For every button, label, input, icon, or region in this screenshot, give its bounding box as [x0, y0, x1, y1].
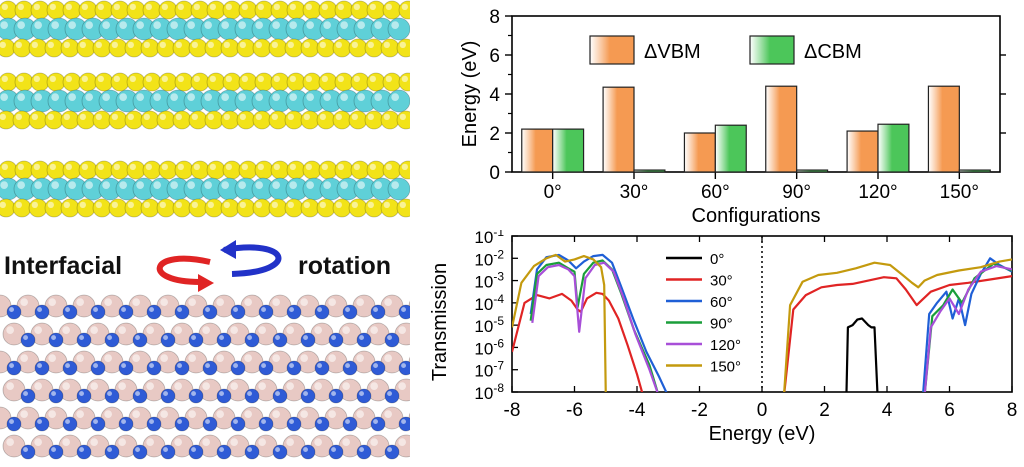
- line-axes: 10-110-210-310-410-510-610-710-8-8 -6 -4 -2…: [429, 230, 1017, 445]
- bar-cbm-4: [877, 123, 910, 173]
- bar-xtick-label: 30°: [620, 182, 649, 203]
- line-ytick-label: 10-7: [474, 359, 504, 381]
- bar-xtick-label: 0°: [544, 182, 562, 203]
- bar-xtick-label: 150°: [940, 182, 979, 203]
- bar-vbm-1: [602, 86, 635, 173]
- line-x-axis-label: Energy (eV): [709, 423, 816, 445]
- bar-vbm-4: [846, 130, 879, 173]
- line-marks: [512, 253, 1012, 392]
- line-ytick-label: 10-6: [474, 336, 504, 358]
- mos2-layer-2: [0, 72, 418, 130]
- line-xtick-label: 2: [819, 400, 830, 421]
- bar-xtick-label: 90°: [782, 182, 811, 203]
- series-line-4: [531, 261, 1012, 392]
- legend-label-0: 0°: [710, 251, 724, 268]
- bar-ytick-label: 4: [489, 85, 500, 106]
- bar-axes: 0 2 4 6 8 0° 30° 60° 90° 120° 150° Configurations En…: [459, 7, 1006, 227]
- bar-marks: [521, 85, 991, 173]
- rotation-arrows: [156, 240, 282, 292]
- line-xtick-label: -6: [566, 400, 583, 421]
- mos2-layer-3: [0, 160, 418, 218]
- line-ytick-label: 10-4: [474, 292, 504, 314]
- legend-label-5: 150°: [710, 359, 741, 376]
- bar-xtick-label: 120°: [858, 182, 897, 203]
- line-ytick-label: 10-8: [474, 381, 504, 403]
- legend-label-0: ΔVBM: [644, 41, 701, 63]
- bar-y-axis-label: Energy (eV): [459, 41, 481, 148]
- bar-vbm-0: [521, 128, 554, 173]
- legend-label-2: 60°: [710, 294, 733, 311]
- line-xtick-label: 0: [757, 400, 768, 421]
- bar-legend: ΔVBM ΔCBM: [589, 35, 862, 65]
- legend-label-1: ΔCBM: [804, 41, 862, 63]
- bar-ytick-label: 2: [489, 124, 500, 145]
- bar-cbm-2: [714, 124, 747, 173]
- caption-rotation: rotation: [298, 252, 392, 280]
- transmission-line-chart: 10-110-210-310-410-510-610-710-8-8 -6 -4 -2…: [429, 230, 1017, 445]
- bar-xtick-label: 60°: [701, 182, 730, 203]
- bar-vbm-3: [765, 85, 798, 173]
- line-legend: 0° 30° 60° 90° 120° 150°: [666, 251, 741, 376]
- red-arrow: [156, 255, 211, 285]
- atomic-structure-illustration: [0, 0, 432, 460]
- bar-x-axis-label: Configurations: [692, 205, 821, 227]
- legend-swatch-1: [749, 35, 795, 65]
- line-ytick-label: 10-3: [474, 270, 504, 292]
- atomic-structure-panel: Interfacial rotation: [0, 0, 432, 462]
- hbn-stack: [0, 294, 432, 460]
- line-ytick-label: 10-5: [474, 314, 504, 336]
- bar-vbm-2: [683, 132, 716, 173]
- line-xtick-label: -2: [691, 400, 708, 421]
- series-line-5: [512, 253, 1012, 392]
- line-y-axis-label: Transmission: [429, 263, 451, 381]
- bar-cbm-5: [958, 169, 991, 173]
- line-xtick-label: 8: [1007, 400, 1018, 421]
- bar-cbm-3: [796, 169, 829, 173]
- legend-swatch-0: [589, 35, 635, 65]
- bar-ytick-label: 8: [489, 7, 500, 28]
- series-line-2: [529, 253, 1012, 392]
- bar-cbm-1: [633, 169, 666, 173]
- legend-label-4: 120°: [710, 337, 741, 354]
- line-xtick-label: -8: [504, 400, 521, 421]
- mos2-layer-1: [0, 0, 418, 58]
- legend-label-1: 30°: [710, 273, 733, 290]
- bar-cbm-0: [552, 128, 585, 173]
- legend-label-3: 90°: [710, 316, 733, 333]
- line-xtick-label: 6: [944, 400, 955, 421]
- series-line-1: [512, 275, 1012, 392]
- caption-interfacial: Interfacial: [4, 252, 123, 280]
- series-line-0: [845, 317, 879, 392]
- line-xtick-label: 4: [882, 400, 893, 421]
- band-offset-bar-chart: 0 2 4 6 8 0° 30° 60° 90° 120° 150° Configurations En…: [459, 7, 1006, 227]
- bar-vbm-5: [927, 85, 960, 173]
- bar-ytick-label: 0: [489, 163, 500, 184]
- charts-panel: 0 2 4 6 8 0° 30° 60° 90° 120° 150° Configurations En…: [420, 0, 1024, 462]
- line-ytick-label: 10-2: [474, 247, 504, 269]
- blue-arrow: [223, 244, 282, 277]
- line-xtick-label: -4: [629, 400, 646, 421]
- line-ytick-label: 10-1: [474, 230, 504, 247]
- bar-ytick-label: 6: [489, 46, 500, 67]
